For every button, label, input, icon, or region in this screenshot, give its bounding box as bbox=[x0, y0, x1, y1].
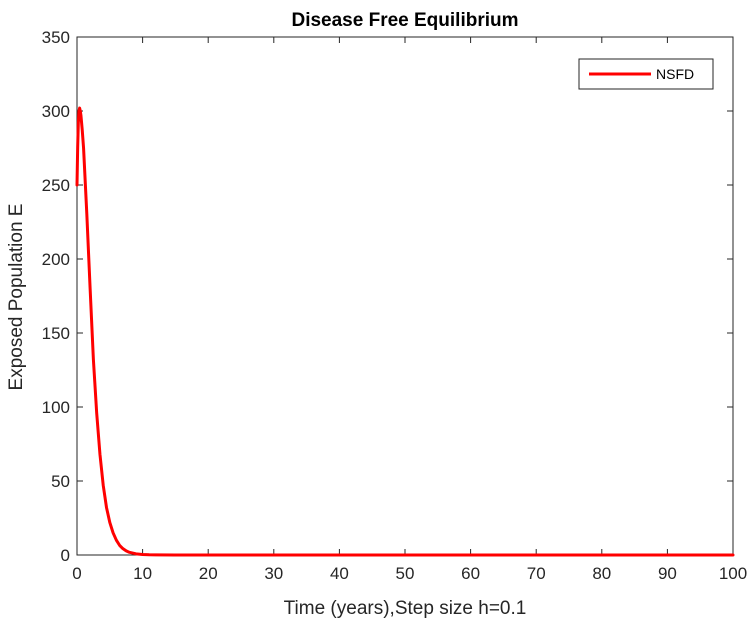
y-tick-label: 200 bbox=[42, 250, 70, 269]
x-tick-label: 50 bbox=[396, 564, 415, 583]
y-tick-label: 0 bbox=[61, 546, 70, 565]
y-axis-label: Exposed Population E bbox=[6, 204, 27, 391]
y-tick-label: 100 bbox=[42, 398, 70, 417]
y-tick-label: 300 bbox=[42, 102, 70, 121]
y-tick-label: 150 bbox=[42, 324, 70, 343]
x-axis-ticks: 0 10 20 30 40 50 60 70 80 90 100 bbox=[72, 37, 747, 583]
y-tick-label: 50 bbox=[51, 472, 70, 491]
x-tick-label: 40 bbox=[330, 564, 349, 583]
series-line-nsfd bbox=[75, 106, 735, 557]
x-tick-label: 30 bbox=[264, 564, 283, 583]
y-tick-label: 250 bbox=[42, 176, 70, 195]
x-tick-label: 70 bbox=[527, 564, 546, 583]
y-tick-label: 350 bbox=[42, 28, 70, 47]
axes-box bbox=[76, 36, 734, 556]
y-axis-ticks: 0 50 100 150 200 250 300 350 bbox=[42, 28, 733, 565]
series-layer bbox=[75, 106, 735, 557]
legend: NSFD bbox=[578, 58, 714, 90]
plot-area: 0 10 20 30 40 50 60 70 80 90 100 0 50 100 150 200 250 30… bbox=[42, 28, 748, 583]
x-tick-label: 60 bbox=[461, 564, 480, 583]
x-tick-label: 0 bbox=[72, 564, 81, 583]
x-tick-label: 10 bbox=[133, 564, 152, 583]
x-tick-label: 80 bbox=[592, 564, 611, 583]
x-axis-label: Time (years),Step size h=0.1 bbox=[284, 598, 527, 619]
x-tick-label: 90 bbox=[658, 564, 677, 583]
x-tick-label: 20 bbox=[199, 564, 218, 583]
legend-label-nsfd: NSFD bbox=[656, 66, 694, 82]
x-tick-label: 100 bbox=[719, 564, 747, 583]
chart-title: Disease Free Equilibrium bbox=[291, 10, 518, 31]
